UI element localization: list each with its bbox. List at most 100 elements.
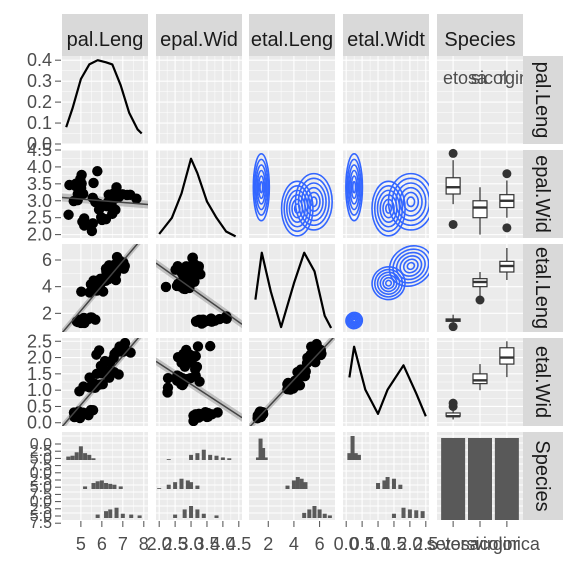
scatter-point xyxy=(63,209,74,220)
strip-right-label: epal.Wid xyxy=(531,155,553,233)
histogram-bar xyxy=(285,485,290,489)
x-tick-label-sepal-length: 5 xyxy=(76,534,86,554)
strip-right-label-group: etal.Leng xyxy=(531,247,553,329)
scatter-panel-petal-width-vs-petal-length xyxy=(249,338,335,426)
histogram-bar xyxy=(166,459,171,460)
density2d-contour xyxy=(252,152,271,222)
density2d-contour xyxy=(259,180,264,194)
strip-top-label: Species xyxy=(444,29,515,51)
scatter-point xyxy=(101,266,112,277)
density2d-contour xyxy=(351,180,357,194)
x-tick-label-petal-width: 2.0 xyxy=(397,534,422,554)
density2d-contour xyxy=(347,314,361,327)
species-count-bar-versicolor xyxy=(468,438,492,520)
strip-top-label-group: etal.Widt xyxy=(347,29,425,51)
density2d-contour xyxy=(349,169,360,205)
histogram-panel-sepal-width xyxy=(157,449,232,518)
strip-top-petal-width xyxy=(343,14,429,56)
histogram-bar xyxy=(173,482,178,489)
strip-right-label-group: etal.Wid xyxy=(531,346,553,418)
histogram-bar xyxy=(322,513,327,518)
scatter-point xyxy=(92,165,103,177)
boxplot-outlier xyxy=(475,295,485,305)
histogram-bar xyxy=(420,511,425,518)
y-tick-label-petal-width: 2.5 xyxy=(27,331,52,351)
strip-right-label: pal.Leng xyxy=(531,62,553,139)
histogram-bar xyxy=(189,454,194,460)
histogram-bar xyxy=(302,512,307,518)
density2d-contour xyxy=(398,186,423,217)
strip-right-label-group: Species xyxy=(531,440,553,511)
x-tick-label-petal-length: 2 xyxy=(263,534,273,554)
density2d-contour xyxy=(350,175,358,200)
scatter-panel-petal-length-vs-sepal-width xyxy=(156,252,242,329)
scatter-point xyxy=(91,368,103,380)
histogram-bar xyxy=(91,483,96,489)
scatter-point xyxy=(84,287,95,298)
strip-top-label-group: epal.Wid xyxy=(160,29,238,51)
histogram-bar xyxy=(214,455,219,460)
scatter-point xyxy=(189,276,200,287)
scatter-point xyxy=(87,218,99,229)
histogram-bar xyxy=(95,481,100,489)
histogram-bar xyxy=(173,514,178,518)
y-tick-label-species: 2.5 xyxy=(30,443,52,460)
panel-4-1 xyxy=(156,432,242,520)
x-tick-label-sepal-length: 8 xyxy=(139,534,149,554)
histogram-bar xyxy=(185,480,190,489)
density2d-contour xyxy=(395,182,427,222)
y-tick-label-petal-width: 1.0 xyxy=(27,380,52,400)
panel-0-2 xyxy=(249,56,335,145)
scatter-point xyxy=(95,360,107,372)
y-tick-label-sepal-width: 3.5 xyxy=(27,174,52,194)
strip-right-sepal-length xyxy=(523,56,563,144)
strip-right-sepal-width xyxy=(523,150,563,238)
y-tick-label-petal-length: 6 xyxy=(42,250,52,270)
scatter-point xyxy=(295,369,306,380)
strip-right-label: etal.Leng xyxy=(531,247,553,329)
scatter-point xyxy=(83,409,94,421)
x-tick-label-species: versicolor xyxy=(441,534,518,554)
histogram-bar xyxy=(104,511,109,518)
x-tick-label-petal-length: 6 xyxy=(315,534,325,554)
y-tick-label-species: 0.0 xyxy=(30,436,52,453)
density2d-contour xyxy=(300,182,327,222)
histogram-bar xyxy=(195,453,200,460)
density2d-contour xyxy=(402,191,420,212)
boxplot-box xyxy=(472,373,488,385)
strip-top-sepal-length xyxy=(62,14,148,56)
x-tick-label-sepal-width: 2.5 xyxy=(163,534,188,554)
histogram-bar xyxy=(95,514,100,518)
x-tick-label-petal-width: 2.5 xyxy=(413,534,438,554)
histogram-bar xyxy=(263,457,268,460)
y-tick-label-sepal-width: 3.0 xyxy=(27,191,52,211)
x-tick-label-sepal-width: 3.0 xyxy=(179,534,204,554)
scatter-point xyxy=(172,278,184,290)
strip-top-label: etal.Widt xyxy=(347,29,425,51)
density2d-contour xyxy=(346,312,362,329)
regression-line xyxy=(249,338,335,426)
x-tick-label-sepal-length: 7 xyxy=(118,534,128,554)
density2d-contour xyxy=(345,311,364,330)
boxplot-box xyxy=(499,347,515,365)
strip-top-label-group: Species xyxy=(444,29,515,51)
scatter-point xyxy=(290,379,301,390)
density2d-panel-sepal-width-vs-petal-width xyxy=(345,152,429,237)
regression-line xyxy=(62,244,139,332)
y-tick-label-sepal-length: 0.1 xyxy=(27,113,52,133)
scatter-point xyxy=(113,369,124,380)
strip-right-label-group: epal.Wid xyxy=(531,155,553,233)
density2d-contour xyxy=(309,196,318,208)
scatter-point xyxy=(190,370,201,381)
scatter-point xyxy=(97,286,109,297)
regression-line xyxy=(62,338,140,426)
boxplot-panel-petal-length xyxy=(445,248,515,332)
strip-right-label: Species xyxy=(531,440,553,511)
histogram-bar xyxy=(307,509,312,518)
scatter-point xyxy=(206,409,218,420)
histogram-bar xyxy=(208,454,213,460)
histogram-bar xyxy=(201,513,206,518)
density2d-contour xyxy=(388,244,429,288)
panel-4-3 xyxy=(343,432,429,520)
